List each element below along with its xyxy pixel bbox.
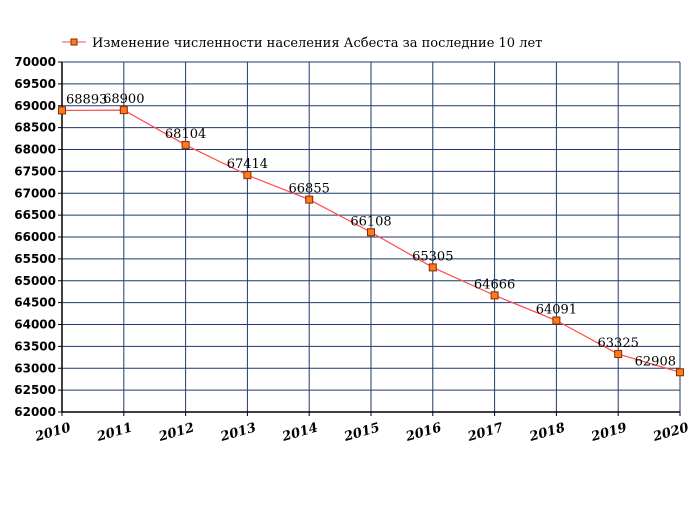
data-label: 65305 [412,249,453,264]
x-tick-label: 2011 [94,420,134,445]
y-tick-label: 70000 [14,55,56,69]
x-axis-tick-labels: 2010 2011 2012 2013 2014 2015 2016 2017 2018 2019… [33,420,691,445]
y-tick-label: 64000 [14,318,56,332]
x-tick-label: 2014 [280,420,320,445]
data-point-marker [181,140,190,149]
y-tick-label: 66500 [14,208,56,222]
data-point-marker [119,106,128,115]
legend-label: Изменение численности населения Асбеста … [92,36,542,51]
data-point-marker [58,106,66,115]
data-label: 68104 [165,127,206,142]
y-tick-label: 65000 [14,274,56,288]
y-tick-label: 69000 [14,99,56,113]
x-tick-label: 2015 [342,420,382,445]
data-point-marker [243,171,252,180]
data-label: 68900 [103,92,144,107]
data-point-marker [552,316,561,325]
data-label: 68893 [66,92,107,107]
y-tick-label: 68000 [14,143,56,157]
chart-axes [58,61,681,416]
x-tick-label: 2020 [651,420,691,445]
data-label: 67414 [227,157,268,172]
y-tick-label: 65500 [14,252,56,266]
data-label: 66855 [289,182,330,197]
chart-legend: Изменение численности населения Асбеста … [62,36,542,51]
data-point-marker [676,368,684,377]
y-tick-label: 63000 [14,361,56,375]
legend-marker-sample [70,38,78,46]
x-tick-label: 2012 [156,420,196,445]
x-tick-label: 2017 [465,420,505,445]
y-tick-label: 63500 [14,339,56,353]
y-tick-label: 64500 [14,296,56,310]
data-label: 63325 [598,336,639,351]
data-point-marker [305,195,314,204]
data-point-marker [490,291,499,300]
x-tick-label: 2013 [218,420,258,445]
y-axis-tick-labels: 62000 62500 63000 63500 64000 64500 65000 65500… [14,55,56,419]
data-label: 66108 [350,214,391,229]
series-markers [58,106,684,377]
data-point-marker [367,228,375,237]
chart-grid [61,61,681,413]
x-tick-label: 2016 [403,420,443,445]
y-tick-label: 62000 [14,405,56,419]
data-label: 64666 [474,277,515,292]
x-tick-label: 2010 [33,420,73,445]
data-point-marker [614,350,623,359]
data-label: 62908 [635,354,676,369]
x-tick-label: 2018 [527,420,567,445]
y-tick-label: 69500 [14,77,56,91]
y-tick-label: 67000 [14,186,56,200]
y-tick-label: 67500 [14,164,56,178]
x-tick-label: 2019 [589,420,629,445]
y-tick-label: 68500 [14,121,56,135]
y-tick-label: 66000 [14,230,56,244]
y-tick-label: 62500 [14,383,56,397]
data-point-marker [428,263,437,272]
data-label: 64091 [536,303,577,318]
